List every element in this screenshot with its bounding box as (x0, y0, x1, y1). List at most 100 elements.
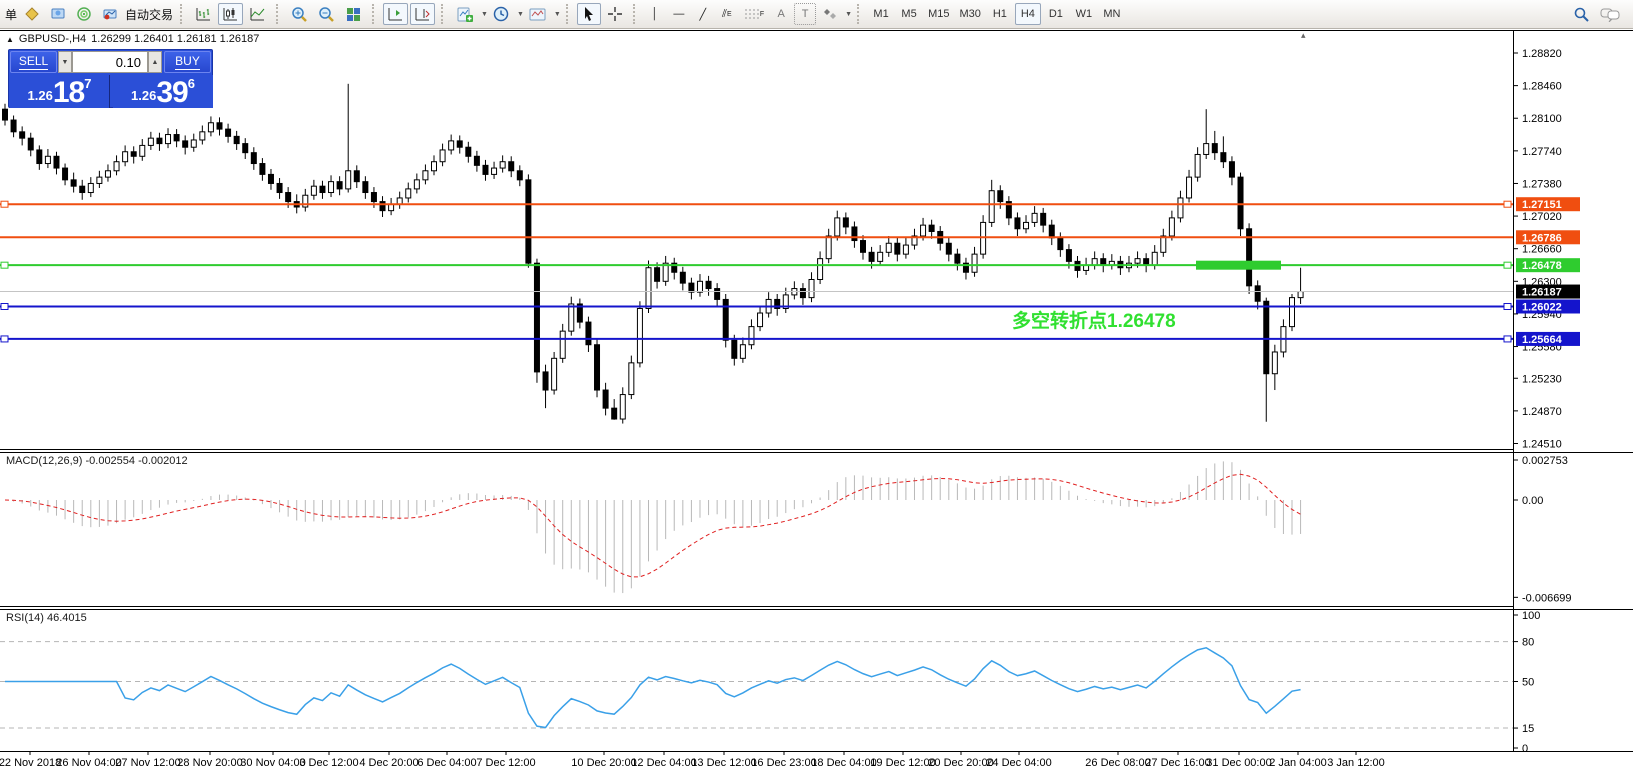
time-axis-label: 27 Dec 16:00 (1145, 757, 1210, 769)
search-icon[interactable] (1569, 3, 1594, 25)
time-axis-label: 10 Dec 20:00 (571, 757, 636, 769)
time-axis-label: 16 Dec 23:00 (751, 757, 816, 769)
pivot-annotation-text[interactable]: 多空转折点1.26478 (1012, 311, 1176, 332)
rsi-axis-label: 80 (1522, 637, 1534, 649)
price-badge: 1.26187 (1522, 287, 1562, 299)
rsi-axis: 100 80 50 15 0 (1513, 610, 1540, 755)
timeframe-d1-button[interactable]: D1 (1048, 8, 1063, 20)
symbol-period-label: GBPUSD-,H4 (18, 33, 87, 45)
timeframe-m15-button[interactable]: M15 (928, 8, 950, 20)
rsi-axis-label: 0 (1522, 743, 1528, 755)
zoom-in-icon[interactable] (287, 3, 312, 25)
crosshair-icon[interactable] (603, 3, 627, 25)
trendline-tool-icon[interactable]: ╱ (699, 8, 707, 21)
time-axis-label: 4 Dec 20:00 (359, 757, 418, 769)
buy-price[interactable]: 1.26 39 6 (113, 75, 213, 108)
volume-input[interactable] (72, 51, 148, 73)
price-badge: 1.25664 (1522, 334, 1563, 346)
volume-increase-button[interactable]: ▲ (148, 51, 162, 73)
time-axis-label: 12 Dec 04:00 (631, 757, 696, 769)
toolbar-separator (632, 4, 638, 24)
new-order-button[interactable]: 单 (5, 7, 18, 22)
timeframe-w1-button[interactable]: W1 (1075, 8, 1093, 20)
toolbar-separator (857, 4, 862, 24)
one-click-collapse-icon[interactable]: ▲ (6, 34, 14, 44)
chart-canvas[interactable]: 1.28820 1.28460 1.28100 1.27740 1.27380 1.270… (0, 30, 1633, 775)
cursor-icon[interactable] (576, 3, 601, 25)
fibonacci-tool-icon[interactable]: F (740, 3, 768, 25)
indicators-dropdown-arrow[interactable]: ▼ (481, 10, 488, 18)
macd-axis-label: 0.00 (1522, 495, 1543, 507)
hline-objects[interactable] (0, 200, 1513, 343)
tile-windows-icon[interactable] (341, 3, 366, 25)
price-axis-label: 1.24510 (1522, 438, 1562, 450)
time-axis-label: 26 Nov 04:00 (56, 757, 121, 769)
periods-dropdown-arrow[interactable]: ▼ (516, 10, 524, 18)
chat-icon[interactable] (1596, 3, 1624, 25)
time-axis-label: 6 Dec 04:00 (417, 757, 476, 769)
price-axis-label: 1.25230 (1522, 373, 1562, 385)
indicators-icon[interactable] (452, 3, 478, 25)
macd-axis: 0.002753 0.00 -0.006699 (1513, 455, 1572, 604)
horizontal-line-tool-icon[interactable]: — (673, 8, 685, 20)
toolbar-separator (276, 4, 281, 24)
macd-signal-line (4, 473, 1301, 578)
bar-chart-type-icon[interactable] (191, 3, 216, 25)
periods-icon[interactable] (489, 3, 514, 25)
price-axis-label: 1.24870 (1522, 406, 1562, 418)
arrows-tool-icon[interactable] (818, 3, 842, 25)
macd-axis-label: 0.002753 (1522, 455, 1568, 467)
price-axis[interactable]: 1.28820 1.28460 1.28100 1.27740 1.27380 1.270… (1513, 48, 1580, 450)
auto-trading-label[interactable]: 自动交易 (125, 7, 174, 22)
auto-trading-icon[interactable] (98, 3, 122, 25)
time-axis-label: 19 Dec 12:00 (870, 757, 935, 769)
timeframe-mn-button[interactable]: MN (1103, 8, 1121, 20)
time-axis-label: 7 Dec 12:00 (476, 757, 535, 769)
timeframe-h1-button[interactable]: H1 (992, 8, 1007, 20)
price-badge: 1.27151 (1522, 199, 1562, 211)
price-axis-label: 1.26660 (1522, 244, 1562, 256)
sell-price[interactable]: 1.26 18 7 (10, 75, 110, 108)
price-axis-label: 1.28100 (1522, 113, 1562, 125)
auto-scroll-icon[interactable] (383, 3, 409, 25)
templates-dropdown-arrow[interactable]: ▼ (553, 10, 561, 18)
time-axis-label: 18 Dec 04:00 (811, 757, 876, 769)
rsi-layer (0, 641, 1513, 729)
line-chart-type-icon[interactable] (245, 3, 270, 25)
time-axis-label: 13 Dec 12:00 (691, 757, 756, 769)
price-axis-label: 1.27380 (1522, 178, 1562, 190)
buy-button[interactable]: BUY (164, 51, 211, 73)
time-axis-label: 2 Jan 04:00 (1269, 757, 1327, 769)
time-axis-label: 20 Dec 20:00 (928, 757, 993, 769)
pane-borders (0, 30, 1633, 752)
chart-shift-icon[interactable] (410, 3, 436, 25)
vertical-line-tool-icon[interactable]: │ (651, 8, 659, 20)
toolbar-separator (441, 4, 446, 24)
candlestick-chart-type-icon[interactable] (218, 3, 244, 25)
toolbar-separator (565, 4, 571, 24)
rsi-axis-label: 15 (1522, 723, 1534, 735)
text-tool-icon[interactable]: A (777, 8, 785, 20)
zoom-out-icon[interactable] (314, 3, 339, 25)
volume-decrease-button[interactable]: ▼ (58, 51, 72, 73)
price-axis-label: 1.28460 (1522, 81, 1562, 93)
signals-icon[interactable] (72, 3, 96, 25)
templates-icon[interactable] (525, 3, 551, 25)
new-order-icon[interactable] (20, 3, 44, 25)
text-label-tool-icon[interactable]: T (794, 3, 817, 25)
pivot-segment[interactable] (1196, 260, 1281, 270)
chart-area[interactable]: 1.28820 1.28460 1.28100 1.27740 1.27380 1.270… (0, 30, 1633, 775)
time-axis-label: 30 Nov 04:00 (240, 757, 305, 769)
timeframe-h4-button[interactable]: H4 (1014, 3, 1041, 25)
timeframe-m1-button[interactable]: M1 (873, 8, 889, 20)
timeframe-m30-button[interactable]: M30 (959, 8, 981, 20)
chart-shift-marker[interactable]: ▴ (1301, 30, 1306, 40)
ohlc-quotes-label: 1.26299 1.26401 1.26181 1.26187 (91, 33, 260, 45)
timeframe-m5-button[interactable]: M5 (901, 8, 917, 20)
sell-button[interactable]: SELL (10, 51, 57, 73)
arrows-dropdown-arrow[interactable]: ▼ (845, 10, 853, 18)
equidistant-channel-tool-icon[interactable]: ⫽ E (722, 7, 732, 20)
market-watch-icon[interactable] (46, 3, 70, 25)
